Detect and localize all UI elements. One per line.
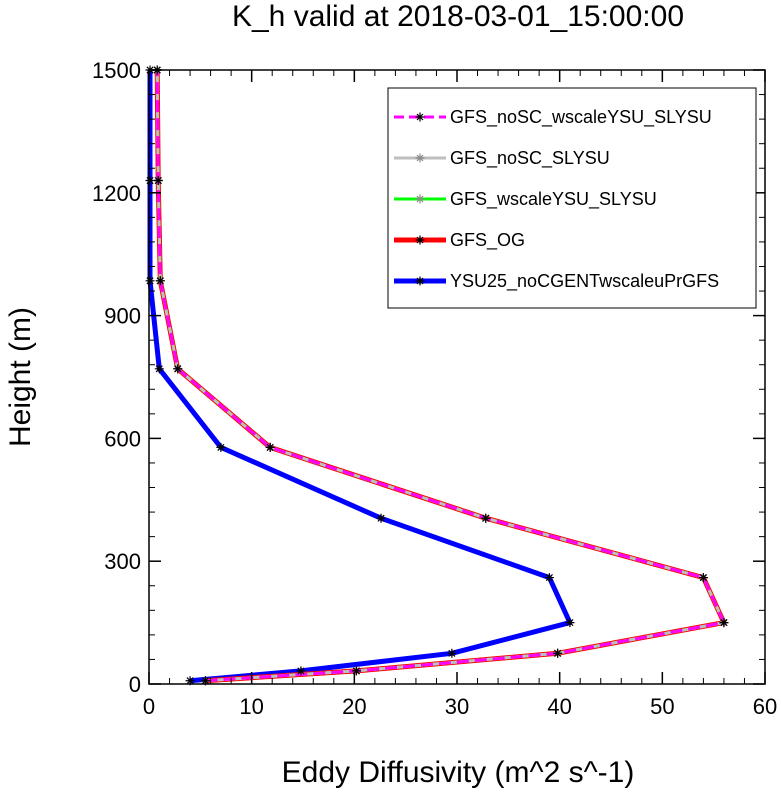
legend-marker bbox=[415, 235, 425, 245]
x-tick-label: 60 bbox=[753, 694, 777, 719]
series-5-point bbox=[376, 513, 386, 523]
series-5-point bbox=[565, 618, 575, 628]
legend-marker bbox=[415, 194, 425, 204]
legend-label: GFS_noSC_wscaleYSU_SLYSU bbox=[450, 107, 712, 128]
series-1-point bbox=[481, 513, 491, 523]
series-1-point bbox=[719, 618, 729, 628]
series-1-point bbox=[553, 648, 563, 658]
series-1-point bbox=[173, 364, 183, 374]
legend-marker bbox=[415, 153, 425, 163]
legend-item: GFS_noSC_SLYSU bbox=[394, 148, 610, 169]
legend-label: YSU25_noCGENTwscaleuPrGFS bbox=[450, 271, 719, 292]
y-tick-label: 1500 bbox=[92, 58, 141, 83]
legend-item: GFS_OG bbox=[394, 230, 525, 251]
axis-ticks bbox=[148, 69, 766, 685]
x-tick-label: 20 bbox=[342, 694, 366, 719]
series-5-point bbox=[447, 648, 457, 658]
x-tick-label: 40 bbox=[547, 694, 571, 719]
y-axis-title: Height (m) bbox=[4, 307, 37, 447]
series-1-point bbox=[351, 666, 361, 676]
y-tick-label: 900 bbox=[104, 304, 141, 329]
series-5-point bbox=[296, 666, 306, 676]
series-5-point bbox=[216, 442, 226, 452]
legend-label: GFS_wscaleYSU_SLYSU bbox=[450, 189, 657, 210]
y-tick-label: 0 bbox=[129, 672, 141, 697]
legend-item: GFS_noSC_wscaleYSU_SLYSU bbox=[394, 107, 712, 128]
legend-item: GFS_wscaleYSU_SLYSU bbox=[394, 189, 657, 210]
series-5-point bbox=[154, 364, 164, 374]
series-1-point bbox=[265, 442, 275, 452]
series-5-point bbox=[145, 176, 155, 186]
x-tick-label: 10 bbox=[239, 694, 263, 719]
legend-label: GFS_OG bbox=[450, 230, 525, 251]
legend: GFS_noSC_wscaleYSU_SLYSU GFS_noSC_SLYSU GF… bbox=[387, 87, 757, 309]
x-tick-label: 30 bbox=[445, 694, 469, 719]
legend-box bbox=[387, 87, 757, 309]
series-5-point bbox=[145, 276, 155, 286]
y-tick-label: 1200 bbox=[92, 181, 141, 206]
legend-label: GFS_noSC_SLYSU bbox=[450, 148, 610, 169]
series-1-point bbox=[200, 676, 210, 686]
series-1-point bbox=[155, 276, 165, 286]
y-tick-label: 300 bbox=[104, 549, 141, 574]
x-tick-label: 50 bbox=[650, 694, 674, 719]
chart-title: K_h valid at 2018-03-01_15:00:00 bbox=[232, 0, 684, 33]
y-tick-label: 600 bbox=[104, 426, 141, 451]
legend-item: YSU25_noCGENTwscaleuPrGFS bbox=[394, 271, 719, 292]
series-1-point bbox=[153, 176, 163, 186]
series-1-point bbox=[698, 573, 708, 583]
legend-marker bbox=[415, 112, 425, 122]
legend-marker bbox=[415, 276, 425, 286]
x-tick-label: 0 bbox=[143, 694, 155, 719]
series-5-point bbox=[544, 573, 554, 583]
x-axis-title: Eddy Diffusivity (m^2 s^-1) bbox=[282, 756, 635, 789]
